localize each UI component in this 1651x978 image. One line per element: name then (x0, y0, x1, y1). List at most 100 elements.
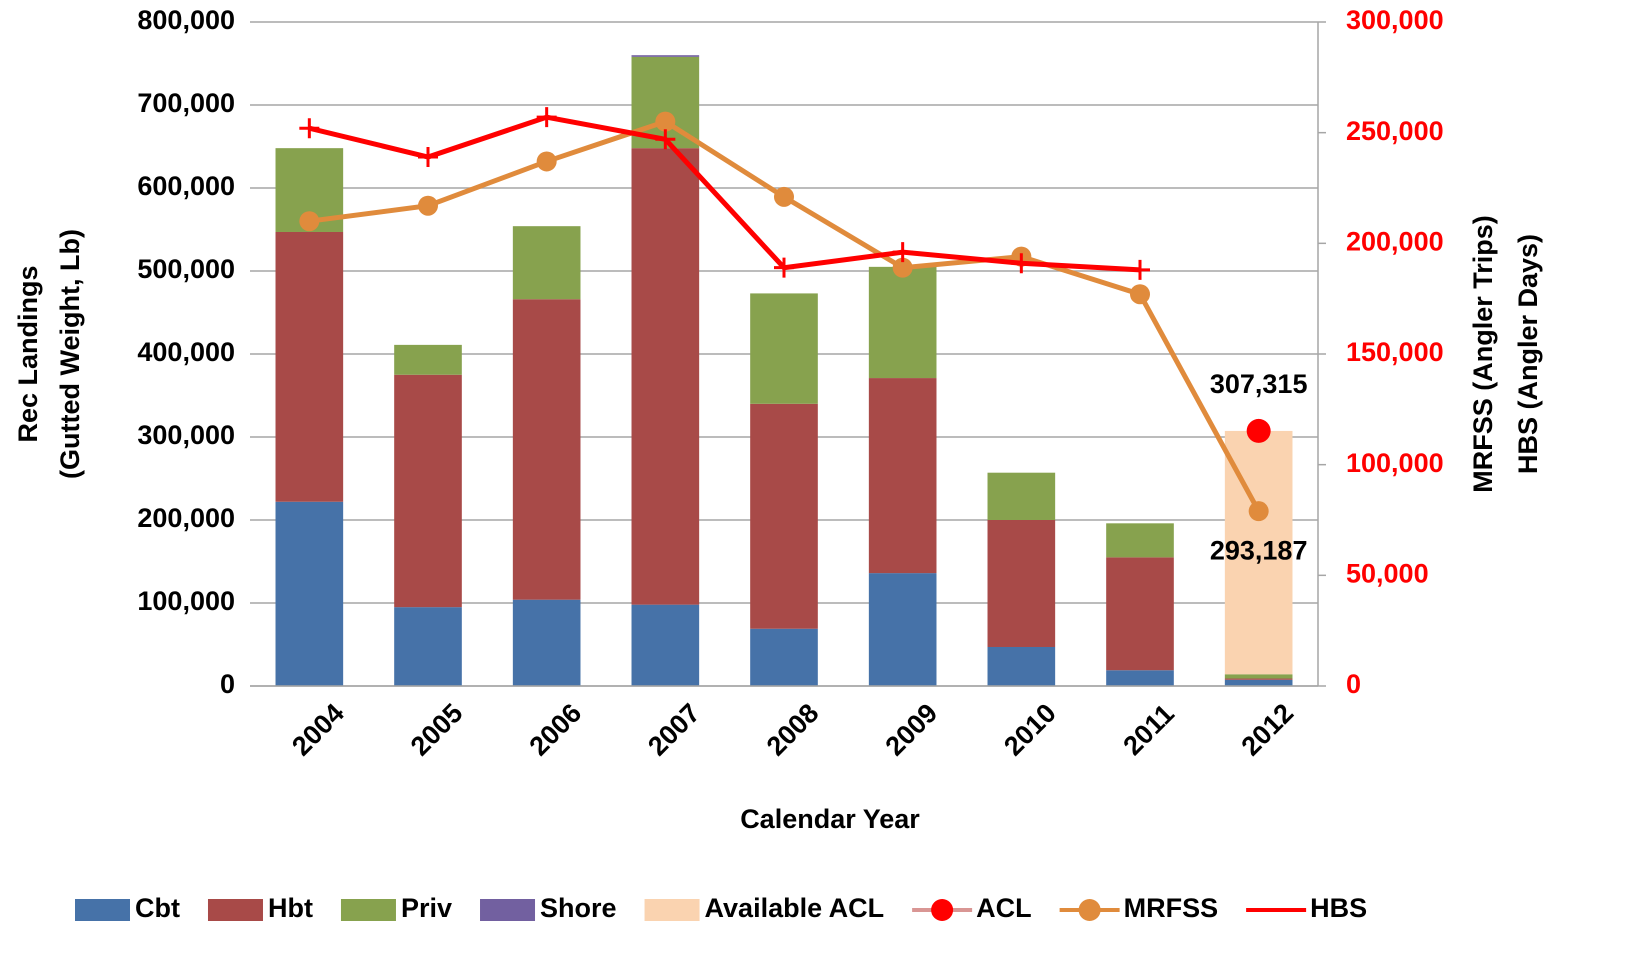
bar-segment (1224, 678, 1293, 680)
bar-segment (394, 344, 462, 375)
bar-segment (631, 55, 700, 57)
bar-segment (394, 374, 462, 608)
y-tick-label: 0 (220, 669, 235, 699)
legend-swatch (207, 899, 263, 921)
marker (418, 195, 438, 216)
bar-segment (987, 646, 1056, 686)
marker (1130, 259, 1150, 280)
y2-axis: 0 50,000 100,000 150,000 200,000 250,000 300,0… (1346, 5, 1444, 699)
marker (1248, 501, 1269, 522)
x-tick-label: 2011 (1117, 698, 1180, 761)
marker (299, 211, 320, 232)
bar-segment (987, 520, 1056, 647)
bar-segment (1106, 670, 1174, 686)
x-tick-label: 2007 (642, 698, 706, 762)
x-tick-label: 2004 (286, 698, 350, 762)
bar-segment (512, 599, 581, 686)
y-axis-title: (Gutted Weight, Lb) (55, 229, 85, 479)
x-tick-label: 2010 (998, 698, 1062, 762)
point (1246, 418, 1271, 443)
marker (655, 129, 676, 150)
marker (536, 151, 557, 172)
legend-label: Priv (401, 893, 452, 923)
bar-segment (750, 293, 818, 404)
x-axis-title: Calendar Year (740, 804, 920, 834)
y2-tick-label: 100,000 (1346, 448, 1444, 478)
bar-segment (631, 148, 700, 605)
bar-segment (1106, 557, 1174, 671)
marker (892, 257, 913, 278)
y2-tick-label: 200,000 (1346, 226, 1444, 256)
legend-label: Shore (540, 893, 617, 923)
y-tick-label: 800,000 (137, 5, 235, 35)
y-tick-label: 200,000 (137, 503, 235, 533)
legend-label: Cbt (135, 893, 180, 923)
y-tick-label: 600,000 (137, 171, 235, 201)
legend-label: Hbt (268, 893, 313, 923)
legend-swatch (480, 899, 536, 921)
legend-label: Available ACL (705, 893, 885, 923)
legend-label: MRFSS (1124, 893, 1219, 923)
bar-segment (394, 607, 462, 686)
y-tick-label: 700,000 (137, 88, 235, 118)
bar-segment (631, 604, 700, 686)
legend-marker (1078, 899, 1101, 921)
bar-segment (750, 628, 818, 686)
marker (655, 111, 676, 132)
bar-segment (1106, 523, 1174, 558)
y-tick-label: 500,000 (137, 254, 235, 284)
bar-segment (868, 266, 937, 379)
bar-segment (987, 472, 1056, 520)
y2-tick-label: 50,000 (1346, 558, 1429, 588)
legend-marker (931, 899, 954, 921)
y-tick-label: 100,000 (137, 586, 235, 616)
legend-item: Cbt (75, 893, 180, 923)
legend-label: HBS (1310, 893, 1367, 923)
x-tick-label: 2006 (523, 698, 587, 762)
legend-item: Available ACL (644, 893, 885, 923)
y2-tick-label: 150,000 (1346, 337, 1444, 367)
line (308, 114, 1141, 273)
legend-item: Shore (480, 893, 617, 923)
bar-segment (1224, 674, 1293, 679)
legend-item: Priv (340, 893, 452, 923)
bar-segment (275, 501, 344, 686)
bar-segment (512, 226, 581, 300)
marker (299, 118, 320, 139)
marker (1130, 284, 1150, 305)
legend-item: Hbt (207, 893, 313, 923)
marker (892, 242, 913, 263)
legend-label: ACL (976, 893, 1032, 923)
y-tick-label: 300,000 (137, 420, 235, 450)
x-tick-label: 2012 (1235, 698, 1299, 762)
bar-segment (868, 378, 937, 574)
legend-swatch (75, 899, 130, 921)
bar-segment (750, 403, 818, 629)
y-tick-label: 400,000 (137, 337, 235, 367)
marker (774, 186, 794, 207)
marker (536, 107, 557, 128)
legend-item: MRFSS (1059, 893, 1219, 923)
legend-swatch (644, 899, 700, 921)
x-tick-label: 2008 (761, 698, 825, 762)
y-axis-title: Rec Landings (13, 265, 43, 442)
bar-segment (1224, 679, 1293, 686)
x-tick-label: 2005 (405, 698, 469, 762)
legend-item: HBS (1246, 893, 1367, 923)
marker (1011, 253, 1032, 274)
y2-tick-label: 250,000 (1346, 116, 1444, 146)
bar-segment (868, 573, 937, 686)
y2-tick-label: 0 (1346, 669, 1361, 699)
y2-tick-label: 300,000 (1346, 5, 1444, 35)
y2-axis-title: MRFSS (Angler Trips) (1468, 215, 1498, 493)
marker (774, 257, 794, 278)
bar-segment (275, 231, 344, 502)
x-tick-label: 2009 (879, 698, 943, 762)
y2-axis-title: HBS (Angler Days) (1513, 234, 1543, 474)
legend-swatch (340, 899, 396, 921)
data-label: 293,187 (1210, 536, 1308, 566)
legend-item: ACL (912, 893, 1032, 923)
marker (418, 147, 438, 168)
data-label: 307,315 (1210, 369, 1308, 399)
